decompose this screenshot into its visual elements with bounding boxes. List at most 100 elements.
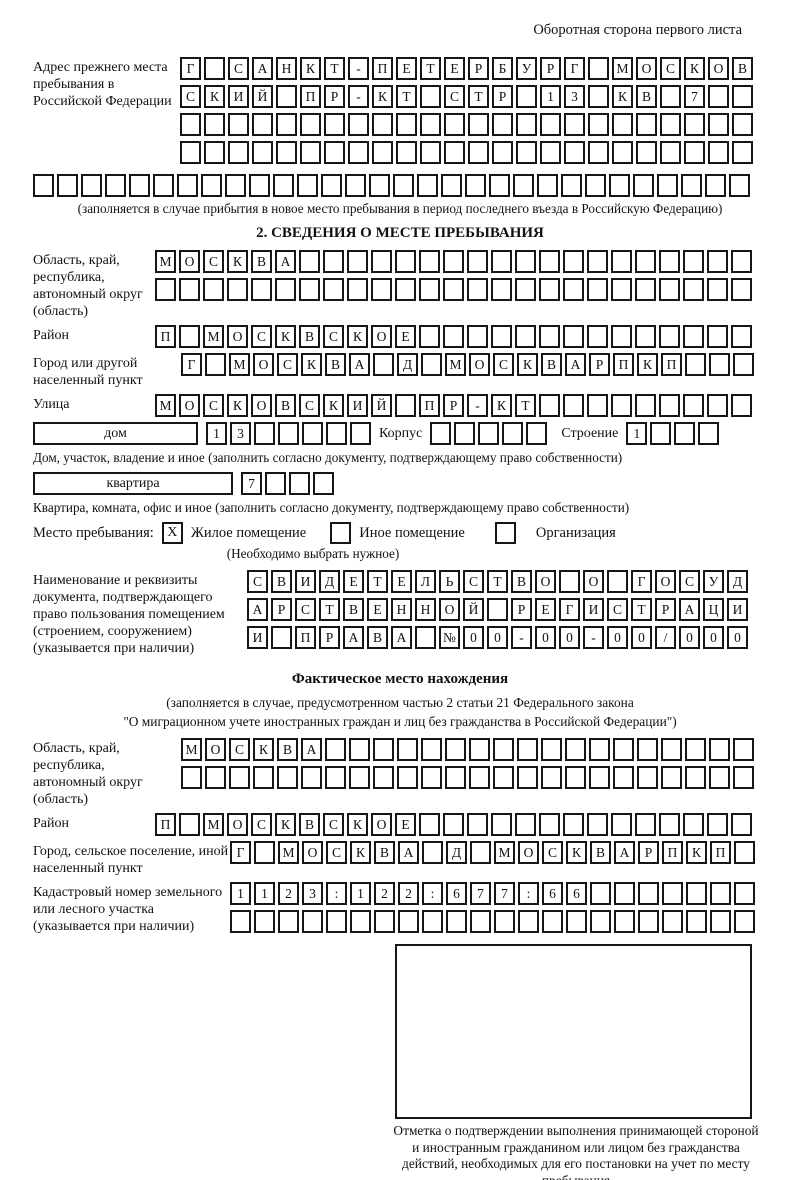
char-cell: Т <box>396 85 417 108</box>
actual-district-label: Район <box>33 816 69 831</box>
char-cell <box>227 278 248 301</box>
char-cell <box>421 766 442 789</box>
field-actual-city: Город, сельское поселение, иной населенн… <box>33 841 767 877</box>
char-cell <box>254 841 275 864</box>
char-cell: С <box>323 813 344 836</box>
char-cell: С <box>251 325 272 348</box>
char-cell <box>612 141 633 164</box>
char-cell <box>662 882 683 905</box>
char-cell: В <box>590 841 611 864</box>
char-cell: С <box>679 570 700 593</box>
char-cell: С <box>493 353 514 376</box>
char-cell <box>635 278 656 301</box>
char-cell <box>517 738 538 761</box>
char-cell <box>395 250 416 273</box>
char-cell: Б <box>492 57 513 80</box>
char-cell: П <box>300 85 321 108</box>
char-cell <box>420 113 441 136</box>
char-cell <box>179 278 200 301</box>
char-cell: А <box>391 626 412 649</box>
char-cell <box>708 85 729 108</box>
char-cell: И <box>583 598 604 621</box>
char-cell <box>516 113 537 136</box>
char-cell <box>181 766 202 789</box>
char-cell <box>491 250 512 273</box>
char-cell: М <box>445 353 466 376</box>
char-cell: О <box>302 841 323 864</box>
char-cell <box>347 278 368 301</box>
char-cell <box>611 394 632 417</box>
char-cell <box>470 910 491 933</box>
char-cell <box>494 910 515 933</box>
other-premises-label: Иное помещение <box>359 524 465 541</box>
char-cell <box>563 813 584 836</box>
char-cell: А <box>398 841 419 864</box>
char-cell: К <box>253 738 274 761</box>
char-cell <box>350 910 371 933</box>
char-row: 7 <box>241 472 334 495</box>
char-cell <box>467 250 488 273</box>
char-cell <box>179 813 200 836</box>
char-cell <box>565 738 586 761</box>
char-cell: В <box>251 250 272 273</box>
char-cell: А <box>614 841 635 864</box>
char-cell: Т <box>319 598 340 621</box>
char-cell <box>732 85 753 108</box>
char-cell: С <box>660 57 681 80</box>
char-cell: М <box>203 813 224 836</box>
prev-address-label: Адрес прежнего места пребывания в Россий… <box>33 60 172 109</box>
char-cell <box>734 841 755 864</box>
char-cell: Й <box>371 394 392 417</box>
char-cell <box>659 278 680 301</box>
char-cell <box>564 113 585 136</box>
char-cell <box>203 278 224 301</box>
char-cell: С <box>295 598 316 621</box>
char-cell: С <box>180 85 201 108</box>
char-cell <box>708 113 729 136</box>
char-cell <box>445 738 466 761</box>
char-cell: К <box>301 353 322 376</box>
char-cell <box>686 882 707 905</box>
char-cell <box>660 141 681 164</box>
char-cell <box>683 325 704 348</box>
char-cell <box>733 738 754 761</box>
char-cell <box>393 174 414 197</box>
char-cell <box>609 174 630 197</box>
char-cell: Р <box>540 57 561 80</box>
char-cell: : <box>326 882 347 905</box>
char-cell: Е <box>396 57 417 80</box>
char-cell: М <box>612 57 633 80</box>
char-cell <box>467 813 488 836</box>
district-label: Район <box>33 328 69 343</box>
char-cell: 6 <box>446 882 467 905</box>
char-cell <box>698 422 720 445</box>
char-cell <box>559 570 580 593</box>
char-cell: Т <box>515 394 536 417</box>
actual-location-note2: "О миграционном учете иностранных гражда… <box>123 714 677 729</box>
char-cell: К <box>372 85 393 108</box>
char-cell: Г <box>180 57 201 80</box>
char-cell: В <box>511 570 532 593</box>
char-cell: 3 <box>230 422 251 445</box>
char-cell: О <box>636 57 657 80</box>
char-cell: В <box>541 353 562 376</box>
char-cell: К <box>300 57 321 80</box>
field-cadastral: Кадастровый номер земельного или лесного… <box>33 882 767 938</box>
char-cell: Т <box>420 57 441 80</box>
char-cell <box>398 910 419 933</box>
city-label: Город или другой населенный пункт <box>33 356 143 388</box>
char-cell <box>345 174 366 197</box>
char-cell <box>321 174 342 197</box>
char-cell <box>253 766 274 789</box>
char-cell <box>421 353 442 376</box>
char-cell: К <box>612 85 633 108</box>
char-cell: 1 <box>540 85 561 108</box>
char-cell: Р <box>443 394 464 417</box>
char-cell <box>708 141 729 164</box>
char-cell <box>502 422 524 445</box>
char-cell: О <box>253 353 274 376</box>
